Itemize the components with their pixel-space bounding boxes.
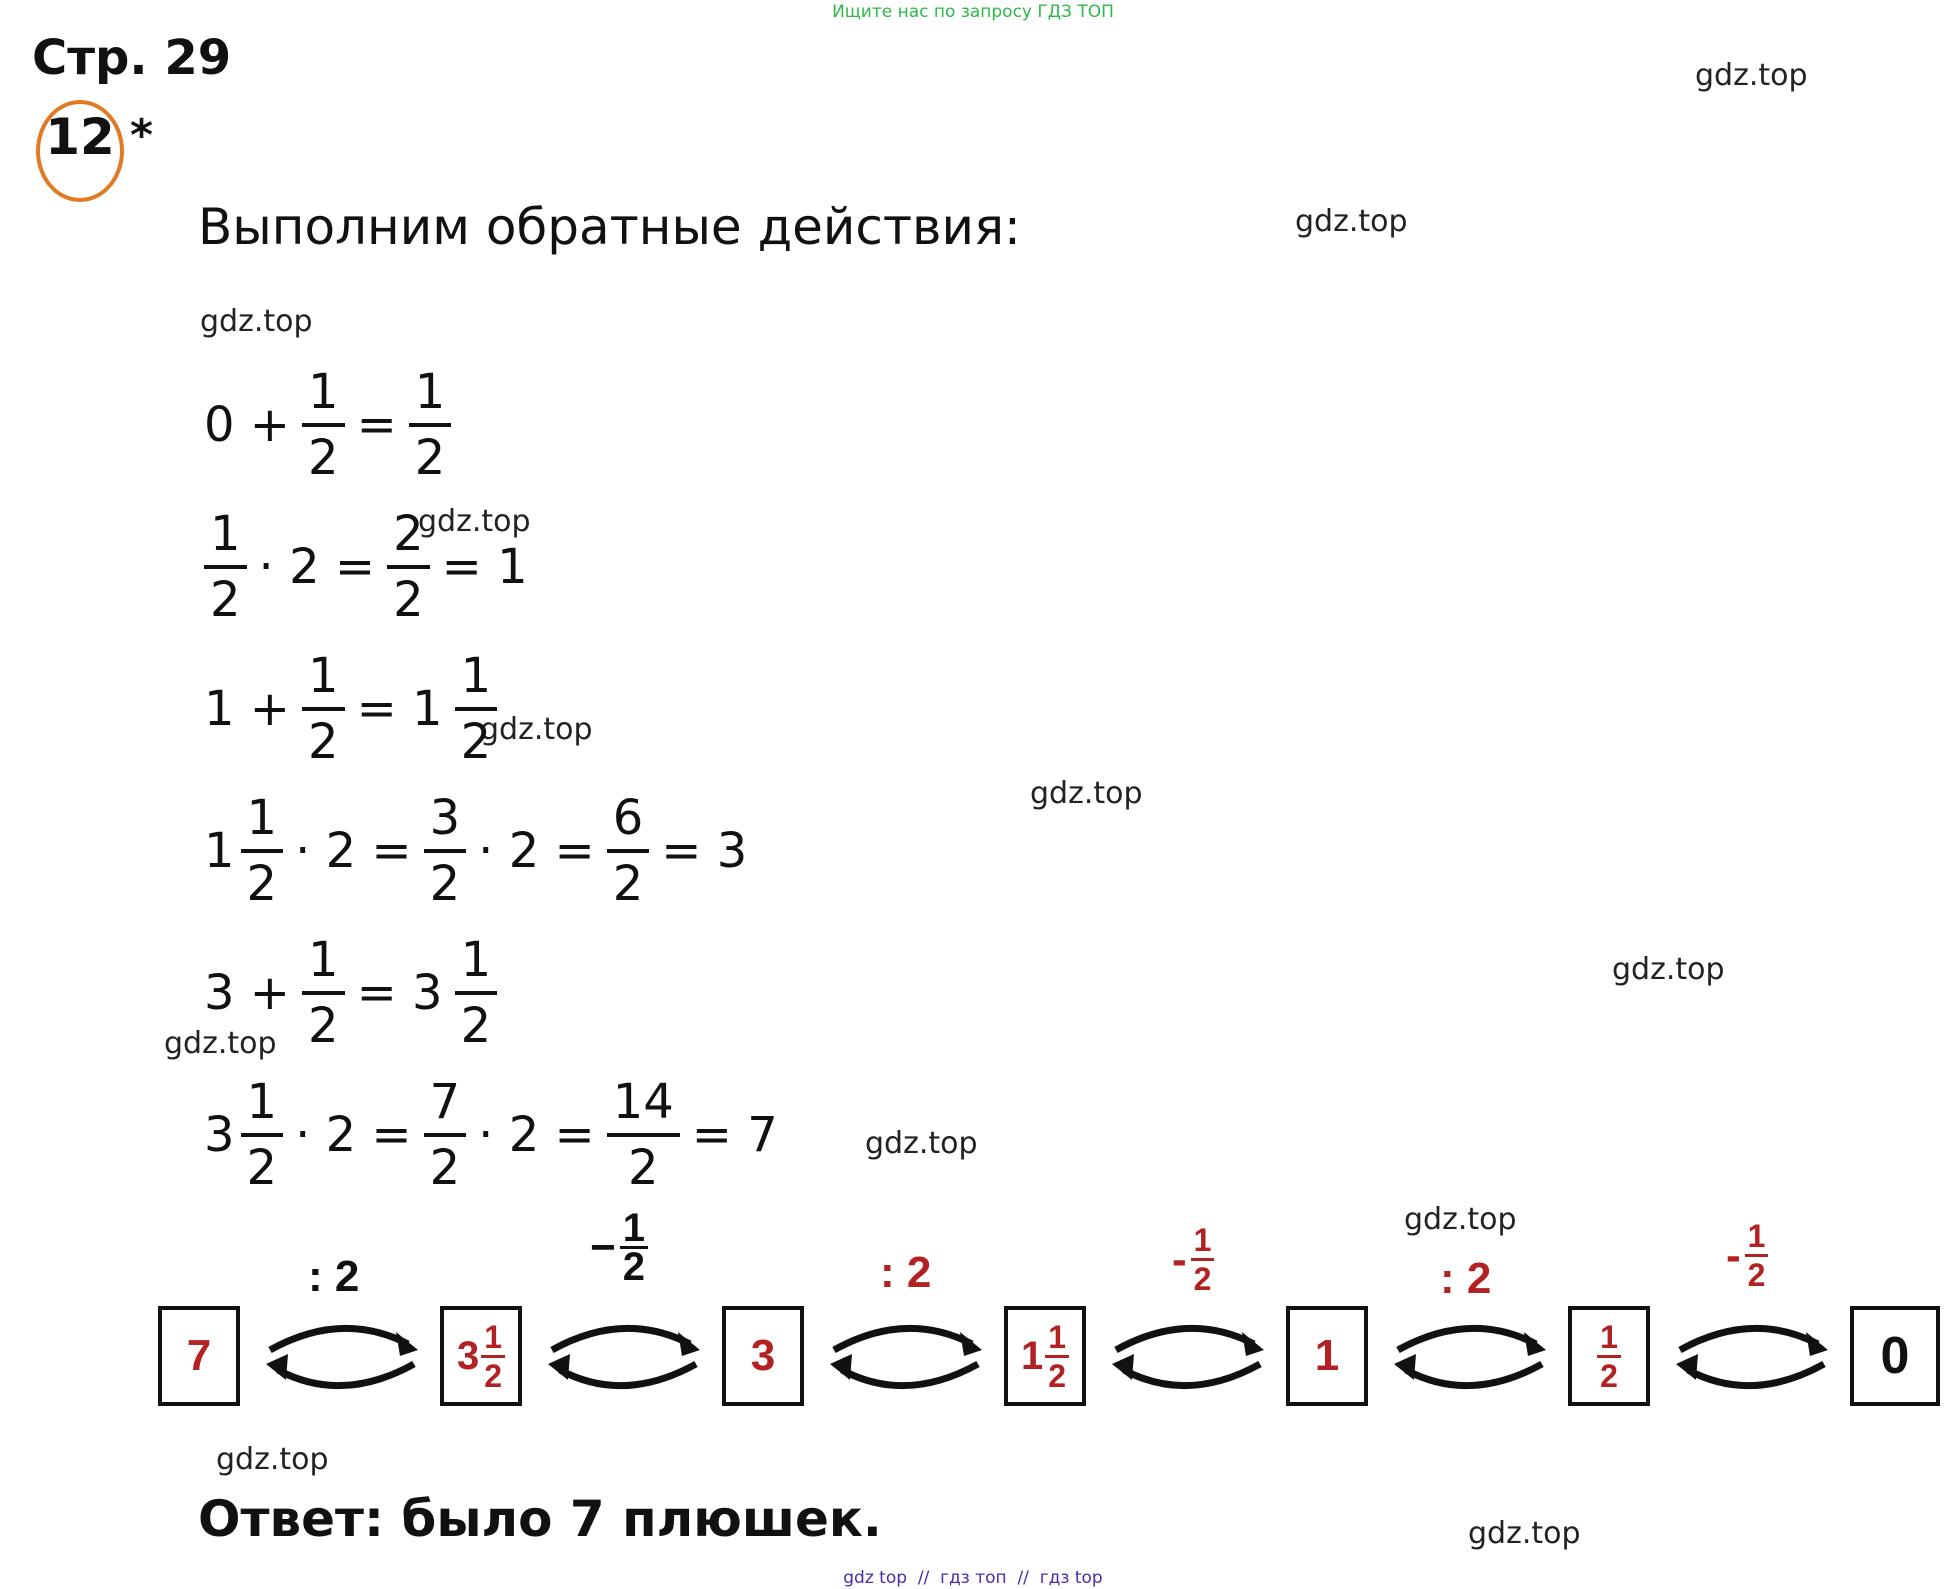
watermark: gdz.top	[480, 712, 593, 747]
eq-term: · 2 =	[478, 1107, 595, 1163]
op-divide-2: : 2	[880, 1248, 932, 1297]
box-1: 1	[1286, 1306, 1368, 1406]
eq-result: = 7	[691, 1107, 778, 1163]
watermark: gdz.top	[1295, 204, 1408, 239]
op-divide-2: : 2	[1440, 1254, 1492, 1303]
eq-term: 0 +	[204, 397, 291, 453]
double-arrow-icon	[1112, 1324, 1264, 1390]
eq-term: · 2 =	[295, 823, 412, 879]
watermark: gdz.top	[200, 304, 313, 339]
eq-result: = 3	[356, 965, 443, 1021]
watermark: gdz.top	[216, 1442, 329, 1477]
task-number-circle	[36, 100, 124, 202]
eq-whole: 1	[204, 823, 235, 879]
eq-term: · 2 =	[478, 823, 595, 879]
watermark: gdz.top	[1612, 952, 1725, 987]
eq-sign: =	[356, 397, 397, 453]
task-star: *	[130, 110, 154, 161]
double-arrow-icon	[266, 1324, 418, 1390]
double-arrow-icon	[1394, 1324, 1546, 1390]
watermark: gdz.top	[1468, 1516, 1581, 1551]
double-arrow-icon	[548, 1324, 700, 1390]
eq-result: = 1	[356, 681, 443, 737]
eq-term: · 2 =	[295, 1107, 412, 1163]
watermark: gdz.top	[1404, 1202, 1517, 1237]
eq-term: 3 +	[204, 965, 291, 1021]
box-7: 7	[158, 1306, 240, 1406]
eq-result: = 1	[441, 539, 528, 595]
solution-heading: Выполним обратные действия:	[198, 198, 1021, 256]
double-arrow-icon	[830, 1324, 982, 1390]
fraction: 14 2	[606, 1071, 680, 1199]
box-3: 3	[722, 1306, 804, 1406]
watermark: gdz.top	[865, 1126, 978, 1161]
footer-links: gdz top // гдз топ // гдз top	[843, 1568, 1103, 1588]
page-title: Стр. 29	[32, 30, 232, 86]
answer-text: Ответ: было 7 плюшек.	[198, 1490, 882, 1548]
eq-whole: 3	[204, 1107, 235, 1163]
double-arrow-icon	[1676, 1324, 1828, 1390]
watermark: gdz.top	[1030, 776, 1143, 811]
watermark: gdz.top	[1695, 58, 1808, 93]
watermark: gdz.top	[164, 1026, 277, 1061]
eq-term: · 2 =	[258, 539, 376, 595]
eq-result: = 3	[661, 823, 748, 879]
op-divide-2: : 2	[308, 1252, 360, 1301]
box-0: 0	[1850, 1306, 1940, 1406]
task-number: 12	[45, 108, 115, 166]
watermark: gdz.top	[418, 504, 531, 539]
top-banner: Ищите нас по запросу ГДЗ ТОП	[832, 2, 1114, 22]
eq-term: 1 +	[204, 681, 291, 737]
